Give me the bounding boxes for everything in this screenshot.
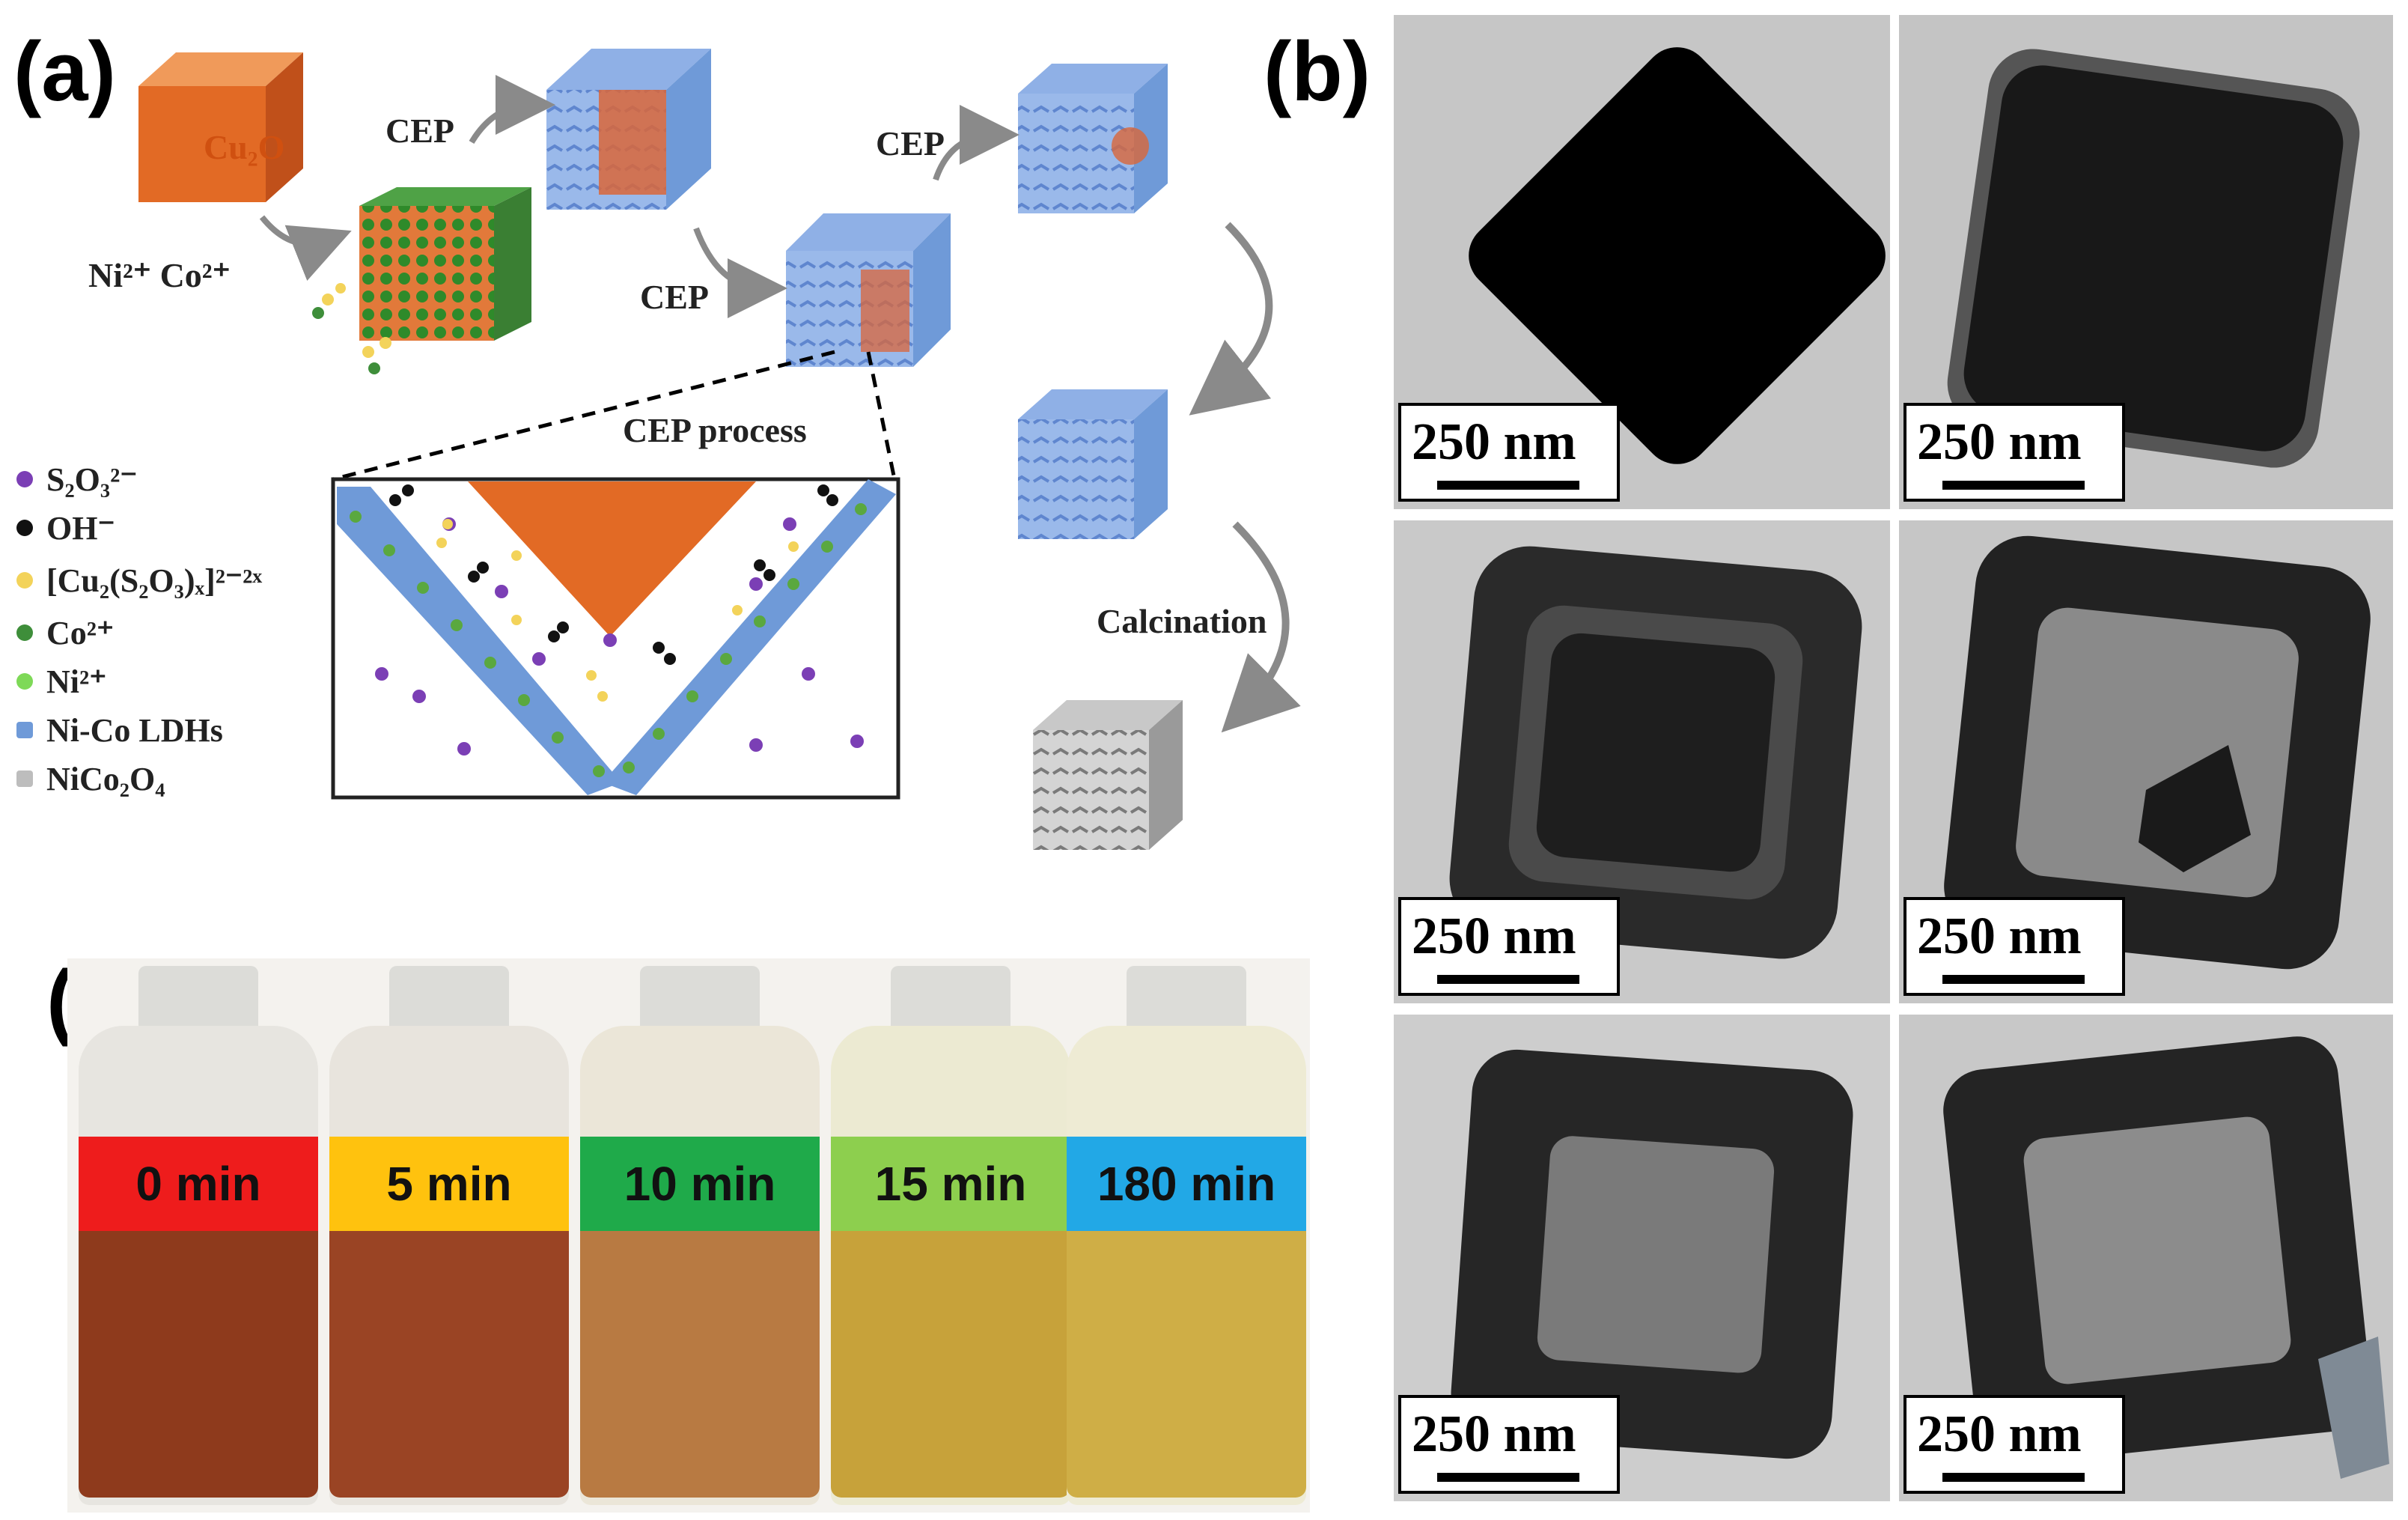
arrow-1	[259, 215, 352, 281]
calcination-label: Calcination	[1097, 602, 1267, 640]
cu2o-cube	[138, 52, 303, 202]
scale-bar: 250 nm	[1398, 403, 1620, 502]
legend-swatch	[16, 572, 33, 589]
legend-label: Co²⁺	[46, 614, 115, 651]
tem-image-5: 250 nm	[1394, 1015, 1890, 1501]
legend-label: Ni²⁺	[46, 663, 107, 700]
cu2o-label: Cu₂O	[204, 128, 285, 166]
synthesis-schematic	[138, 49, 1301, 850]
liquid	[831, 1231, 1070, 1498]
vial-0min: 0 min	[79, 966, 318, 1505]
vial-photo: 0 min 5 min 10 min 15 min 180 min	[67, 958, 1310, 1513]
time-label: 10 min	[580, 1137, 820, 1231]
legend-item: Ni-Co LDHs	[16, 708, 223, 753]
ions-label: Ni²⁺ Co²⁺	[88, 256, 231, 294]
ion-exchange-cube	[359, 187, 531, 341]
arrow-4	[933, 105, 1019, 181]
legend-swatch	[16, 520, 33, 536]
legend-swatch	[16, 673, 33, 690]
nico2o4-cube	[1033, 700, 1183, 850]
scale-bar: 250 nm	[1903, 897, 2125, 996]
time-label: 5 min	[329, 1137, 569, 1231]
legend-label: S₂O₃²⁻	[46, 460, 138, 498]
zoom-line-right	[866, 351, 897, 480]
liquid	[1067, 1231, 1306, 1498]
vial-10min: 10 min	[580, 966, 820, 1505]
ldh-shell-cube-1	[546, 49, 711, 210]
legend-item: NiCo₂O₄	[16, 756, 165, 801]
legend: S₂O₃²⁻ OH⁻ [Cu₂(S₂O₃)ₓ]²⁻²ˣ Co²⁺ Ni²⁺ Ni…	[0, 457, 329, 809]
scale-bar-label: 250 nm	[1412, 413, 1576, 471]
legend-label: OH⁻	[46, 509, 115, 547]
time-label: 15 min	[831, 1137, 1070, 1231]
arrow-5	[1189, 222, 1273, 416]
tem-particle	[1899, 520, 2393, 1003]
arrow-6	[1221, 521, 1301, 733]
arrow-2	[469, 75, 555, 145]
legend-item: [Cu₂(S₂O₃)ₓ]²⁻²ˣ	[16, 558, 262, 603]
legend-item: OH⁻	[16, 505, 115, 550]
legend-swatch	[16, 624, 33, 641]
cep-process-label: CEP process	[623, 411, 807, 449]
scale-bar: 250 nm	[1903, 403, 2125, 502]
liquid	[580, 1231, 820, 1498]
cep-label-1: CEP	[385, 112, 454, 150]
legend-label: [Cu₂(S₂O₃)ₓ]²⁻²ˣ	[46, 562, 262, 599]
scale-bar-label: 250 nm	[1412, 1405, 1576, 1463]
liquid	[79, 1231, 318, 1498]
scale-bar: 250 nm	[1398, 1395, 1620, 1494]
zoom-line-left	[332, 350, 835, 481]
ldh-shell-cube-2	[786, 213, 951, 367]
scale-bar-label: 250 nm	[1917, 908, 2082, 965]
legend-swatch	[16, 471, 33, 487]
time-label: 180 min	[1067, 1137, 1306, 1231]
legend-swatch	[16, 770, 33, 787]
scale-bar: 250 nm	[1903, 1395, 2125, 1494]
legend-item: Co²⁺	[16, 610, 114, 655]
tem-particle	[1899, 1015, 2393, 1501]
scale-bar: 250 nm	[1398, 897, 1620, 996]
tem-image-3: 250 nm	[1394, 520, 1890, 1003]
legend-item: Ni²⁺	[16, 659, 106, 704]
panel-label-b: (b)	[1264, 25, 1371, 118]
legend-label: Ni-Co LDHs	[46, 711, 223, 749]
legend-label: NiCo₂O₄	[46, 760, 165, 797]
scale-bar-label: 250 nm	[1917, 413, 2082, 471]
cep-label-2: CEP	[640, 278, 709, 316]
arrow-3	[693, 227, 787, 318]
time-label: 0 min	[79, 1137, 318, 1231]
vial-180min: 180 min	[1067, 966, 1306, 1505]
cep-process-inset	[331, 477, 900, 800]
tem-image-1: 250 nm	[1394, 15, 1890, 509]
legend-swatch	[16, 722, 33, 738]
scale-bar-label: 250 nm	[1917, 1405, 2082, 1463]
vial-5min: 5 min	[329, 966, 569, 1505]
tem-image-4: 250 nm	[1899, 520, 2393, 1003]
scale-bar-label: 250 nm	[1412, 908, 1576, 965]
vial-15min: 15 min	[831, 966, 1070, 1505]
cep-label-3: CEP	[876, 124, 945, 162]
legend-item: S₂O₃²⁻	[16, 457, 138, 502]
liquid	[329, 1231, 569, 1498]
tem-image-2: 250 nm	[1899, 15, 2393, 509]
ldh-shell-cube-3	[1018, 64, 1168, 213]
hollow-ldh-cube	[1018, 389, 1168, 539]
panel-label-a: (a)	[13, 25, 116, 118]
tem-image-6: 250 nm	[1899, 1015, 2393, 1501]
